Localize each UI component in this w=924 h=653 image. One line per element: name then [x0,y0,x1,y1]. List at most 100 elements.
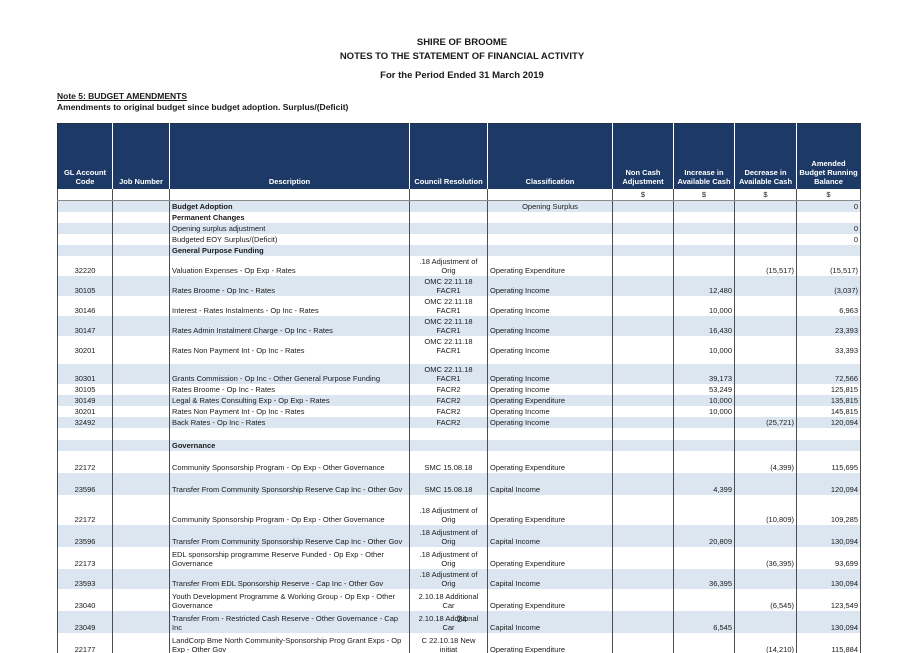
cell-job [112,296,170,316]
cell-decrease [734,406,797,417]
cell-resolution: .18 Adjustment of Orig [409,525,488,547]
cell-balance [796,451,861,462]
cell-classification: Capital Income [487,473,613,495]
cell-resolution: 2.10.18 Additional Car [409,589,488,611]
cell-classification: Operating Expenditure [487,633,613,653]
cell-desc: Permanent Changes [169,212,410,223]
cell-increase [673,428,735,440]
cell-increase [673,547,735,569]
cell-job [112,569,170,589]
cell-code: 22177 [57,633,113,653]
cell-desc: Transfer From - Restricted Cash Reserve … [169,611,410,633]
table-row: Opening surplus adjustment 0 [57,223,861,234]
cell-decrease: (36,395) [734,547,797,569]
currency-row: $ $ $ $ [57,189,861,201]
cell-job [112,200,170,212]
section-row: Permanent Changes [57,212,861,223]
cell-job [112,384,170,395]
note-block: Note 5: BUDGET AMENDMENTS Amendments to … [57,91,348,113]
cell-decrease [734,200,797,212]
cell-classification [487,245,613,256]
table-row: 23593 Transfer From EDL Sponsorship Reser… [57,569,861,589]
cell-resolution: OMC 22.11.18 FACR1 [409,336,488,356]
cell-resolution: .18 Adjustment of Orig [409,256,488,276]
cell-balance: 93,699 [796,547,861,569]
cell-balance: 0 [796,200,861,212]
cell-code: 23040 [57,589,113,611]
cell-non_cash [612,296,674,316]
cell-decrease [734,495,797,505]
cell-job [112,473,170,495]
cell-code: 22173 [57,547,113,569]
cell-desc: Legal & Rates Consulting Exp - Op Exp - … [169,395,410,406]
cell-decrease [734,451,797,462]
cell-non_cash [612,245,674,256]
cell-decrease [734,364,797,384]
cell-increase [673,589,735,611]
cell-increase: 10,000 [673,395,735,406]
cell-desc: Transfer From Community Sponsorship Rese… [169,473,410,495]
cell-desc: Community Sponsorship Program - Op Exp -… [169,505,410,525]
cell-balance: 115,884 [796,633,861,653]
cell-decrease [734,296,797,316]
column-header-increase: Increase in Available Cash [673,123,735,189]
cell-desc: Grants Commission - Op Inc - Other Gener… [169,364,410,384]
cell-increase: 39,173 [673,364,735,384]
cell-classification: Operating Income [487,276,613,296]
cell-non_cash [612,316,674,336]
table-row: 22177 LandCorp Bme North Community-Sponso… [57,633,861,653]
cell-non_cash [612,212,674,223]
cell-balance [796,440,861,451]
cell-resolution: FACR2 [409,417,488,428]
cell-resolution: SMC 15.08.18 [409,462,488,473]
cell-balance: 0 [796,223,861,234]
cell-balance: 6,963 [796,296,861,316]
cell-code: 32492 [57,417,113,428]
table-row: Budgeted EOY Surplus/(Deficit) 0 [57,234,861,245]
cell-decrease [734,276,797,296]
cell-non_cash [612,525,674,547]
table-head: GL Account Code Job Number Description Coun… [57,123,861,189]
cell-non_cash [612,495,674,505]
table-row: 23040 Youth Development Programme & Worki… [57,589,861,611]
column-header-classification: Classification [487,123,613,189]
cell-resolution [409,440,488,451]
header-row: GL Account Code Job Number Description Coun… [57,123,861,189]
cell-resolution [409,451,488,462]
cell-code: 30105 [57,384,113,395]
currency-cell-decrease: $ [734,189,797,201]
cell-decrease [734,569,797,589]
cell-code [57,212,113,223]
table-row: 22172 Community Sponsorship Program - Op … [57,505,861,525]
cell-resolution: C 22.10.18 New initiat [409,633,488,653]
cell-desc [169,451,410,462]
cell-code: 30146 [57,296,113,316]
section-row: Budget Adoption Opening Surplus 0 [57,200,861,212]
cell-decrease [734,316,797,336]
cell-balance: 120,094 [796,473,861,495]
cell-classification [487,356,613,364]
cell-non_cash [612,569,674,589]
cell-classification: Capital Income [487,525,613,547]
cell-classification: Operating Expenditure [487,256,613,276]
cell-increase: 53,249 [673,384,735,395]
cell-classification: Operating Expenditure [487,462,613,473]
cell-decrease [734,525,797,547]
cell-job [112,505,170,525]
cell-code: 30147 [57,316,113,336]
table-row: 30201 Rates Non Payment Int - Op Inc - Ra… [57,336,861,356]
cell-decrease [734,212,797,223]
cell-non_cash [612,440,674,451]
cell-resolution: OMC 22.11.18 FACR1 [409,276,488,296]
cell-job [112,611,170,633]
table-row: 30149 Legal & Rates Consulting Exp - Op E… [57,395,861,406]
cell-classification: Operating Income [487,296,613,316]
cell-balance: 123,549 [796,589,861,611]
doc-title: NOTES TO THE STATEMENT OF FINANCIAL ACTI… [339,51,585,62]
cell-job [112,428,170,440]
cell-increase [673,256,735,276]
cell-resolution: OMC 22.11.18 FACR1 [409,296,488,316]
cell-resolution [409,200,488,212]
cell-balance [796,356,861,364]
cell-resolution: .18 Adjustment of Orig [409,505,488,525]
